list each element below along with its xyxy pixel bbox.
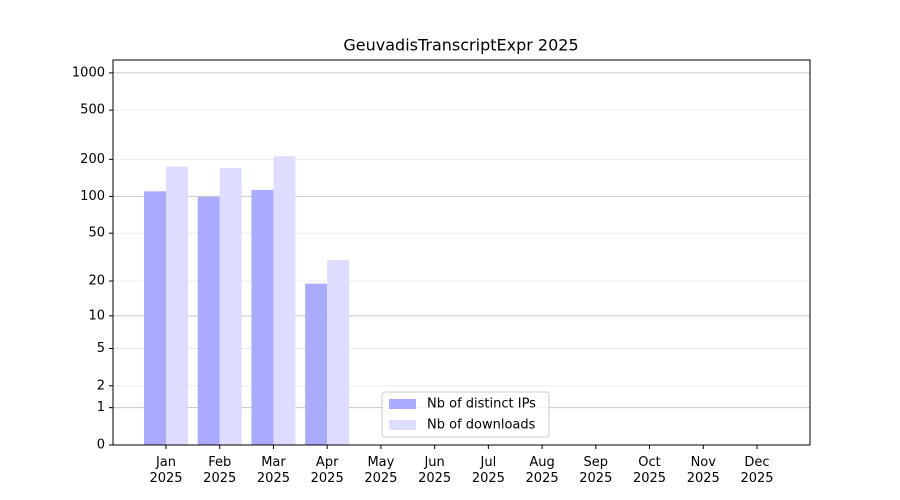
- x-tick-label: Apr 2025: [311, 455, 344, 486]
- x-tick-label: Aug 2025: [526, 455, 559, 486]
- x-tick-label: Jun 2025: [418, 455, 451, 486]
- x-tick-label: Mar 2025: [257, 455, 290, 486]
- chart-title: GeuvadisTranscriptExpr 2025: [343, 36, 578, 55]
- y-tick-label: 10: [88, 308, 105, 323]
- legend-swatch: [389, 399, 416, 409]
- bar: [327, 260, 350, 445]
- y-tick-label: 1000: [72, 65, 105, 80]
- bar: [144, 191, 166, 445]
- bar: [273, 156, 296, 445]
- y-tick-label: 200: [80, 152, 105, 167]
- y-tick-label: 500: [80, 103, 105, 118]
- bar: [166, 166, 188, 445]
- y-tick-label: 100: [80, 189, 105, 204]
- y-tick-label: 5: [97, 341, 105, 356]
- y-tick-label: 0: [97, 438, 105, 453]
- bar: [197, 196, 220, 445]
- legend-label: Nb of downloads: [427, 418, 536, 433]
- legend-swatch: [389, 420, 416, 430]
- x-tick-label: Dec 2025: [740, 455, 773, 486]
- y-tick-label: 2: [97, 378, 105, 393]
- legend-box: [381, 391, 550, 438]
- legend: Nb of distinct IPs Nb of downloads: [381, 391, 550, 438]
- x-tick-label: Feb 2025: [203, 455, 236, 486]
- y-tick-label: 1: [97, 400, 105, 415]
- bar: [305, 283, 328, 445]
- bar: [251, 189, 274, 445]
- x-tick-label: Sep 2025: [579, 455, 612, 486]
- bar: [219, 168, 242, 446]
- x-tick-label: Jul 2025: [472, 455, 505, 486]
- x-tick-label: May 2025: [364, 455, 397, 486]
- y-tick-label: 20: [88, 274, 105, 289]
- plot-frame: [112, 59, 811, 446]
- x-tick-label: Oct 2025: [633, 455, 666, 486]
- x-tick-label: Nov 2025: [687, 455, 720, 486]
- y-tick-label: 50: [88, 226, 105, 241]
- x-tick-label: Jan 2025: [149, 455, 182, 486]
- legend-label: Nb of distinct IPs: [427, 397, 536, 412]
